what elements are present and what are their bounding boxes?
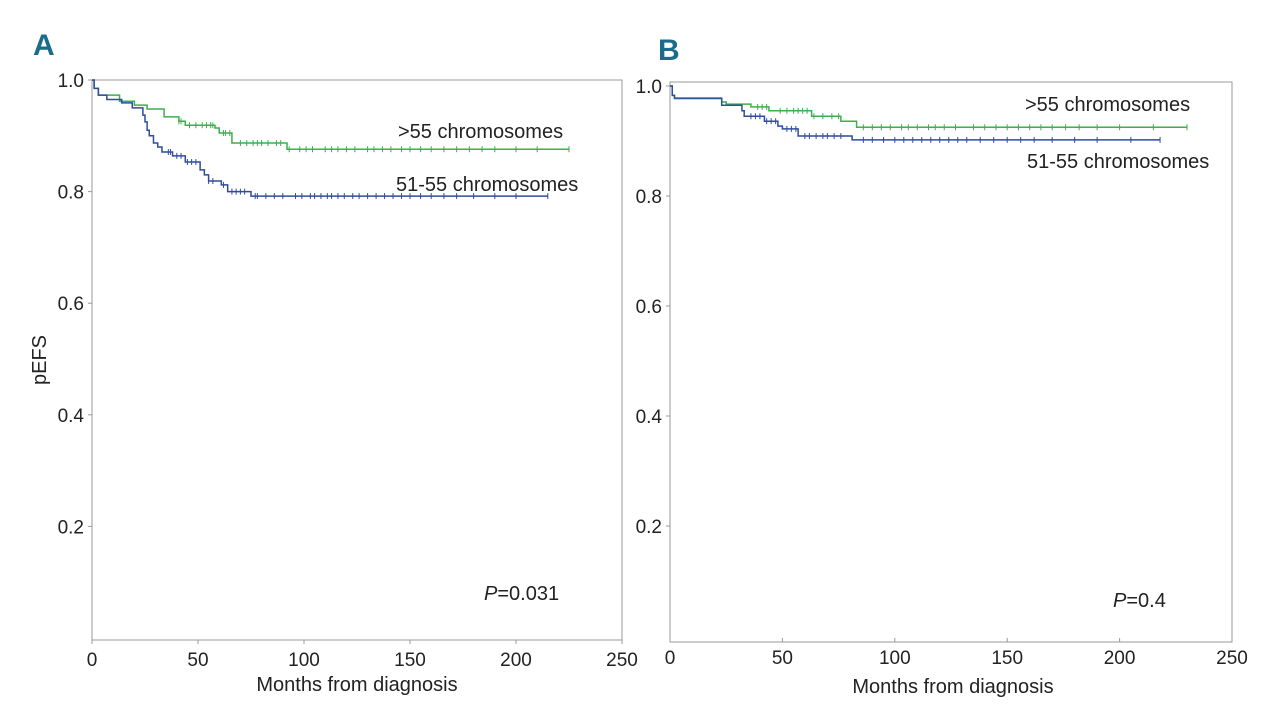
x-tick-label: 150	[394, 650, 426, 671]
p-value-b: P=0.4	[1113, 590, 1166, 612]
panel-a: A 0.2 0.4 0.6 0.8 1.0 0 50 100 150 200 250 >55 ch…	[29, 29, 638, 696]
y-ticks-a: 0.2 0.4 0.6 0.8 1.0	[58, 71, 92, 538]
p-value-text-a: =0.031	[497, 583, 559, 605]
curves-b	[670, 85, 1188, 143]
x-axis-label-b: Months from diagnosis	[852, 676, 1053, 698]
y-tick-label: 0.4	[636, 407, 663, 428]
plot-frame-a	[91, 79, 623, 641]
x-tick-label: 50	[772, 648, 793, 669]
panel-label-b: B	[658, 34, 680, 67]
x-tick-label: 200	[500, 650, 532, 671]
plot-frame-b	[669, 81, 1233, 643]
y-ticks-b: 0.2 0.4 0.6 0.8 1.0	[636, 77, 670, 538]
p-value-text-b: =0.4	[1126, 590, 1165, 612]
p-value-prefix-a: P	[484, 583, 498, 605]
series-label-51-55-b: 51-55 chromosomes	[1027, 151, 1209, 173]
y-tick-label: 0.6	[58, 294, 84, 315]
panel-b: B 0.2 0.4 0.6 0.8 1.0 0 50 100 150 200 250 >55 ch…	[636, 34, 1248, 698]
series-label-gt55-a: >55 chromosomes	[398, 121, 563, 143]
x-axis-label-a: Months from diagnosis	[256, 674, 457, 696]
x-ticks-b: 0 50 100 150 200 250	[665, 638, 1248, 669]
y-axis-label-a: pEFS	[29, 335, 51, 385]
p-value-a: P=0.031	[484, 583, 559, 605]
x-ticks-a: 0 50 100 150 200 250	[87, 640, 638, 671]
y-tick-label: 1.0	[58, 71, 84, 92]
series-label-gt55-b: >55 chromosomes	[1025, 94, 1190, 116]
y-tick-label: 0.8	[636, 187, 662, 208]
x-tick-label: 100	[288, 650, 320, 671]
survival-curve-51-55	[670, 85, 1161, 141]
x-tick-label: 150	[991, 648, 1023, 669]
series-label-51-55-a: 51-55 chromosomes	[396, 174, 578, 196]
x-tick-label: 100	[879, 648, 911, 669]
x-tick-label: 250	[1216, 648, 1248, 669]
curves-a	[92, 79, 570, 200]
x-tick-label: 200	[1104, 648, 1136, 669]
y-tick-label: 0.8	[58, 183, 84, 204]
p-value-prefix-b: P	[1113, 590, 1127, 612]
y-tick-label: 0.4	[58, 406, 85, 427]
panel-label-a: A	[33, 29, 55, 62]
x-tick-label: 50	[187, 650, 208, 671]
x-tick-label: 0	[87, 650, 98, 671]
survival-curve-51-55	[92, 79, 548, 197]
y-tick-label: 0.2	[636, 517, 662, 538]
y-tick-label: 0.2	[58, 517, 84, 538]
y-tick-label: 1.0	[636, 77, 662, 98]
y-tick-label: 0.6	[636, 297, 662, 318]
x-tick-label: 0	[665, 648, 676, 669]
x-tick-label: 250	[606, 650, 638, 671]
